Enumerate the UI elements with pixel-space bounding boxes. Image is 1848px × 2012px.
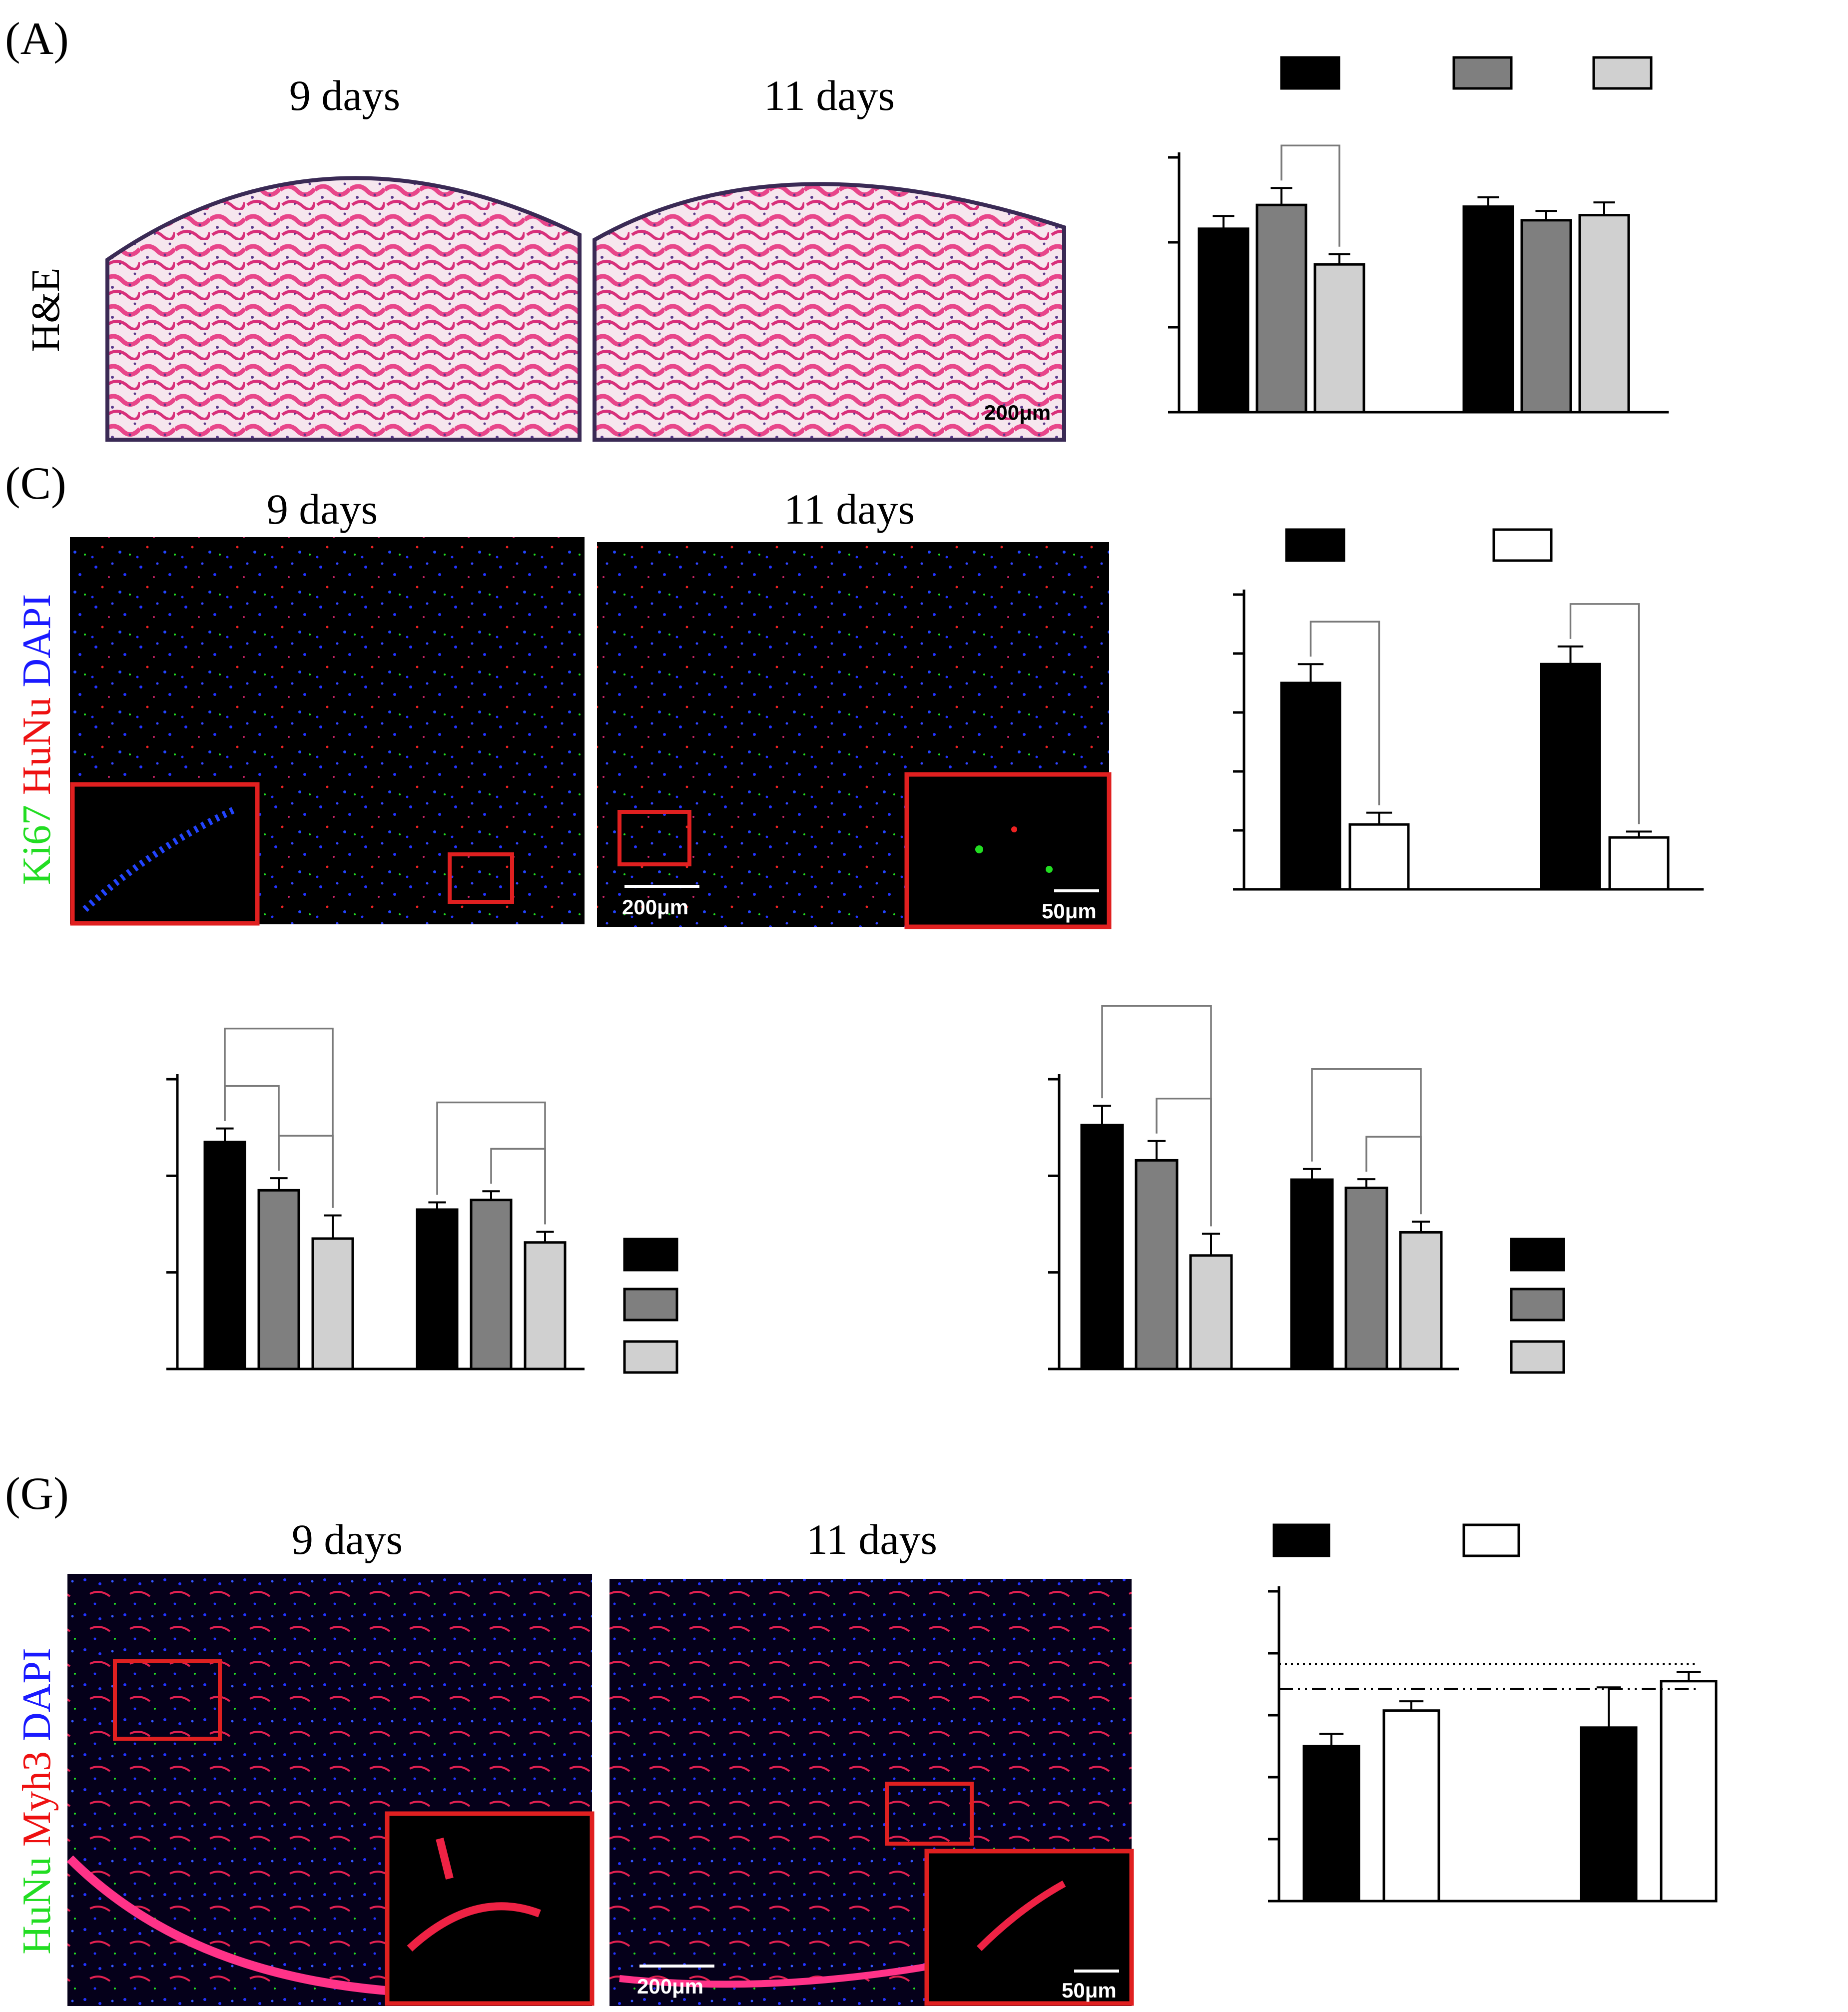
panel-a: (A) 9 days 11 days H&E 200μm [5, 13, 1066, 442]
legend-swatch [1510, 1238, 1565, 1272]
panel-g: (G) 9 days 11 days HuNu Myh3 DAPI 200μm … [5, 1468, 1134, 2006]
significance-bracket [1280, 144, 1340, 247]
bar-SkMb-9 [1280, 681, 1341, 891]
he-image-11-days [593, 182, 1066, 442]
legend-swatch [1510, 1340, 1565, 1374]
stain-ki67: Ki67 [15, 805, 59, 885]
col-label-9-days: 9 days [292, 1515, 403, 1563]
inset-frame-9-days [70, 782, 260, 926]
chart-h [1268, 1523, 1718, 1903]
significance-bracket [1365, 1136, 1422, 1215]
stain-hunu: HuNu [15, 1857, 59, 1955]
significance-bracket [224, 1085, 280, 1171]
bar-periphery-11 [1578, 214, 1630, 414]
row-label-stain: HuNu Myh3 DAPI [15, 1648, 59, 1954]
scalebar-label-g-50: 50μm [1062, 1979, 1117, 2002]
roi-frame-11-days [617, 810, 691, 866]
col-label-11-days: 11 days [784, 485, 915, 533]
bar-mid-11 [1344, 1187, 1388, 1370]
row-label-stain: Ki67 HuNu DAPI [15, 594, 59, 885]
chart-d [1233, 528, 1704, 891]
chart-e [166, 1027, 678, 1374]
scalebar-label-g-200: 200μm [637, 1975, 703, 1998]
bar-HuNu-11 [1608, 836, 1670, 891]
stain-myh3: Myh3 [15, 1751, 59, 1857]
significance-bracket [278, 1135, 334, 1208]
legend-swatch [623, 1340, 678, 1374]
legend-swatch [1462, 1523, 1520, 1557]
panel-letter-a: (A) [5, 13, 69, 64]
bar-mid-9 [257, 1189, 300, 1370]
roi-frame-9-days [448, 852, 514, 904]
roi-frame-9-days [113, 1659, 222, 1741]
bar-11-days-fusion [1660, 1680, 1718, 1903]
legend-swatch [1285, 528, 1345, 562]
bar-HuNu-9 [1348, 823, 1410, 891]
significance-bracket [1156, 1097, 1212, 1227]
bar-center-9 [1080, 1124, 1124, 1370]
significance-bracket [1569, 603, 1640, 824]
legend-swatch [1592, 56, 1653, 90]
significance-bracket [224, 1027, 334, 1208]
legend-swatch [1492, 528, 1553, 562]
panel-c: (C) 9 days 11 days Ki67 HuNu DAPI 200μm … [5, 458, 1112, 929]
significance-bracket [1309, 621, 1380, 805]
bar-SkMb-11 [1540, 663, 1601, 891]
bar-11-days-maturation [1382, 1709, 1440, 1903]
legend-swatch [1510, 1288, 1565, 1322]
he-image-9-days [105, 176, 582, 442]
scalebar-label-c-200: 200μm [622, 895, 688, 919]
scalebar-label-a: 200μm [984, 401, 1051, 424]
row-label-he: H&E [24, 268, 68, 352]
bar-center-11 [1290, 1178, 1334, 1370]
significance-bracket [490, 1148, 546, 1225]
bar-periphery-9 [1189, 1254, 1233, 1370]
bar-periphery-9 [1313, 263, 1365, 414]
bar-mid-11 [1520, 219, 1572, 414]
bar-mid-11 [470, 1199, 513, 1370]
chart-b [1168, 56, 1669, 414]
bar-center-11 [1462, 205, 1514, 414]
stain-hunu: HuNu [15, 697, 59, 805]
inset-frame-11-days [904, 772, 1112, 929]
panel-letter-g: (G) [5, 1468, 69, 1519]
roi-frame-11-days [885, 1782, 974, 1846]
col-label-11-days: 11 days [764, 71, 895, 119]
bar-9-days-maturation [1302, 1745, 1360, 1903]
bar-mid-9 [1135, 1159, 1179, 1370]
inset-frame-11-days [924, 1849, 1134, 2006]
bar-periphery-11 [1399, 1231, 1443, 1370]
legend-swatch [623, 1288, 678, 1322]
bar-periphery-11 [524, 1241, 567, 1370]
legend-swatch [1272, 1523, 1330, 1557]
scalebar-label-c-50: 50μm [1042, 899, 1097, 923]
legend-swatch [623, 1238, 678, 1272]
col-label-9-days: 9 days [267, 485, 378, 533]
legend-swatch [1280, 56, 1340, 90]
bar-center-9 [1198, 227, 1249, 414]
col-label-11-days: 11 days [806, 1515, 937, 1563]
stain-dapi: DAPI [15, 594, 59, 697]
bar-center-9 [203, 1141, 246, 1370]
panel-letter-c: (C) [5, 458, 66, 509]
stain-dapi: DAPI [15, 1648, 59, 1751]
chart-f [1048, 1005, 1565, 1374]
bar-center-11 [416, 1208, 459, 1370]
legend-swatch [1452, 56, 1513, 90]
bar-periphery-9 [311, 1237, 354, 1370]
bar-mid-9 [1255, 203, 1307, 414]
col-label-9-days: 9 days [289, 71, 400, 119]
bar-9-days-fusion [1580, 1726, 1638, 1903]
